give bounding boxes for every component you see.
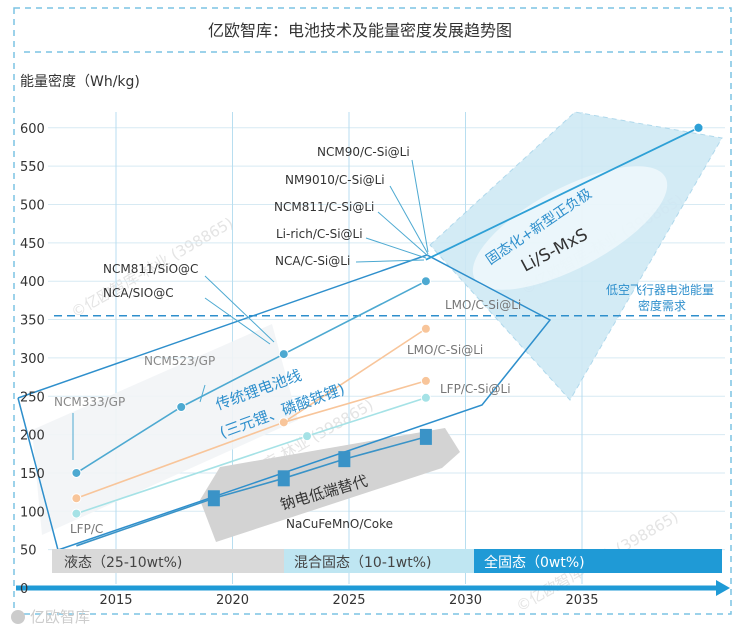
data-point [278,349,289,360]
leader-lines [72,159,429,460]
data-point [302,431,313,442]
y-tick-label: 300 [20,352,45,367]
y-tick-label: 50 [20,544,37,559]
sodium-marker [207,490,220,507]
annotation-lmo-lower: LMO/C-Si@Li [407,343,483,357]
aero-demand-label-2: 密度需求 [638,298,686,313]
annotation-nacufemno: NaCuFeMnO/Coke [286,517,393,531]
traditional-lithium-region [32,324,298,535]
x-tick-label: 2030 [449,593,482,608]
y-tick-label: 0 [20,582,28,597]
leader-line [204,297,271,345]
annotation-ncm811-sio: NCM811/SiO@C [103,262,198,276]
liquid-bar [52,549,284,573]
liquid-bar-label: 液态（25-10wt%) [64,555,182,571]
electrolyte-bars: 液态（25-10wt%) 混合固态（10-1wt%) 全固态（0wt%) [52,549,722,573]
data-point [420,323,431,334]
annotation-ncm523: NCM523/GP [144,354,215,368]
sodium-marker [277,470,290,487]
hybrid-solid-bar [284,549,474,573]
y-tick-label: 250 [20,390,45,405]
data-point [71,508,82,519]
data-point [420,276,431,287]
y-tick-label: 200 [20,429,45,444]
y-tick-label: 350 [20,314,45,329]
full-solid-bar [474,549,722,573]
y-tick-label: 600 [20,122,45,137]
chart-title: 亿欧智库：电池技术及能量密度发展趋势图 [208,21,512,40]
y-tick-label: 400 [20,275,45,290]
data-point [71,467,82,478]
outer-dashed-frame [13,7,732,615]
leader-line [365,237,427,259]
annotation-nm9010: NM9010/C-Si@Li [285,173,385,187]
leader-line [355,259,425,263]
logo-icon [11,610,25,624]
aero-demand-label-1: 低空飞行器电池能量 [606,283,714,297]
series-layer [71,122,704,547]
leader-line [389,185,429,255]
annotation-nca-csi: NCA/C-Si@Li [275,254,350,268]
annotation-lmo-upper: LMO/C-Si@Li [445,298,521,312]
data-point [694,123,703,132]
x-tick-label: 2025 [332,593,365,608]
annotation-ncm811-csi: NCM811/C-Si@Li [274,200,374,214]
x-tick-labels: 2015 2020 2025 2030 2035 [99,593,598,608]
leader-line [199,384,206,403]
sodium-marker [338,451,351,468]
annotation-li-rich: Li-rich/C-Si@Li [276,227,363,241]
series-line [283,380,427,424]
sodium-marker [419,428,432,445]
leader-line [204,275,275,343]
lis-highlight [472,166,668,290]
x-tick-label: 2020 [216,593,249,608]
leader-line [411,159,429,253]
footer-logo-text: 亿欧智库 [30,608,90,626]
annotation-ncm90: NCM90/C-Si@Li [317,145,410,159]
full-solid-bar-label: 全固态（0wt%) [484,554,585,571]
y-tick-label: 100 [20,505,45,520]
x-axis-arrowhead [716,580,730,596]
data-point [420,375,431,386]
technology-envelope [17,254,552,551]
y-axis-label: 能量密度（Wh/kg) [20,73,140,90]
data-point [71,493,82,504]
y-tick-label: 150 [20,467,45,482]
x-tick-label: 2035 [565,593,598,608]
y-tick-label: 500 [20,199,45,214]
annotation-lfp-csi: LFP/C-Si@Li [440,382,511,396]
y-tick-labels: 0 50 100 150 200 250 300 350 400 450 500 550 600 [20,122,45,597]
hybrid-solid-bar-label: 混合固态（10-1wt%) [294,555,431,571]
y-tick-label: 550 [20,160,45,175]
annotation-nca-sio: NCA/SIO@C [103,286,174,300]
annotation-lfp-c: LFP/C [70,522,103,536]
y-tick-label: 450 [20,237,45,252]
series-line [75,280,427,474]
leader-line [377,211,429,257]
data-point [420,392,431,403]
sodium-arrow [200,428,460,542]
data-point [176,401,187,412]
series-line [425,126,699,261]
x-tick-label: 2015 [99,593,132,608]
annotation-ncm333: NCM333/GP [54,395,125,409]
footer-logo: 亿欧智库 [11,608,90,626]
